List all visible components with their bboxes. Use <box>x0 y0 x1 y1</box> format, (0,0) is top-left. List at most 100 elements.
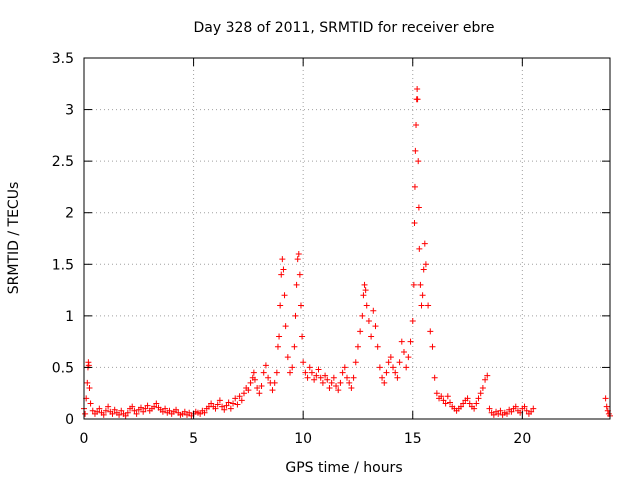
data-point <box>415 204 422 211</box>
data-point <box>460 400 467 407</box>
data-point <box>365 318 372 325</box>
data-point <box>212 405 219 412</box>
data-point <box>258 382 265 389</box>
data-point <box>140 408 147 415</box>
data-point <box>133 410 140 417</box>
data-point <box>444 393 451 400</box>
data-points <box>81 85 613 419</box>
data-point <box>300 359 307 366</box>
data-point <box>124 409 131 416</box>
data-point <box>466 400 473 407</box>
data-point <box>346 379 353 386</box>
data-point <box>271 379 278 386</box>
data-point <box>247 379 254 386</box>
data-point <box>236 393 243 400</box>
data-point <box>482 376 489 383</box>
data-point <box>129 403 136 410</box>
data-point <box>497 407 504 414</box>
data-point <box>383 369 390 376</box>
data-point <box>503 410 510 417</box>
data-point <box>407 338 414 345</box>
data-point <box>238 397 245 404</box>
data-point <box>144 402 151 409</box>
data-point <box>256 390 263 397</box>
y-axis-label: SRMTID / TECUs <box>6 182 22 295</box>
data-point <box>293 281 300 288</box>
data-point <box>370 307 377 314</box>
data-point <box>162 405 169 412</box>
data-point <box>495 410 502 417</box>
data-point <box>411 220 418 227</box>
data-point <box>84 379 91 386</box>
data-point <box>422 261 429 268</box>
data-point <box>197 410 204 417</box>
data-point <box>490 411 497 418</box>
data-point <box>82 410 89 417</box>
axis-ticks: 0 0.5 1 1.5 2 2.5 3 3.5 0 5 10 15 20 <box>52 51 610 447</box>
data-point <box>403 364 410 371</box>
data-point <box>201 409 208 416</box>
data-point <box>416 245 423 252</box>
data-point <box>151 403 158 410</box>
data-point <box>260 369 267 376</box>
data-point <box>159 408 166 415</box>
data-point <box>96 405 103 412</box>
data-point <box>94 408 101 415</box>
data-point <box>277 302 284 309</box>
data-point <box>281 292 288 299</box>
data-point <box>508 408 515 415</box>
data-point <box>477 390 484 397</box>
data-point <box>284 354 291 361</box>
data-point <box>86 385 93 392</box>
data-point <box>381 379 388 386</box>
data-point <box>105 403 112 410</box>
x-tick-label: 15 <box>404 431 422 447</box>
data-point <box>311 376 318 383</box>
data-point <box>221 406 228 413</box>
data-point <box>486 405 493 412</box>
x-axis-label: GPS time / hours <box>285 460 402 476</box>
data-point <box>425 302 432 309</box>
data-point <box>278 271 285 278</box>
data-point <box>227 405 234 412</box>
data-point <box>280 266 287 273</box>
data-point <box>333 382 340 389</box>
data-point <box>354 343 361 350</box>
data-point <box>413 122 420 129</box>
data-point <box>415 158 422 165</box>
x-tick-label: 5 <box>189 431 198 447</box>
data-point <box>410 281 417 288</box>
data-point <box>322 372 329 379</box>
data-point <box>471 405 478 412</box>
data-point <box>304 374 311 381</box>
data-point <box>484 372 491 379</box>
data-point <box>361 281 368 288</box>
data-point <box>337 379 344 386</box>
data-point <box>276 333 283 340</box>
data-point <box>392 369 399 376</box>
data-point <box>352 359 359 366</box>
data-point <box>109 410 116 417</box>
data-point <box>341 364 348 371</box>
data-point <box>214 401 221 408</box>
x-tick-label: 10 <box>294 431 312 447</box>
data-point <box>335 387 342 394</box>
data-point <box>269 387 276 394</box>
data-point <box>440 397 447 404</box>
data-point <box>102 407 109 414</box>
data-point <box>282 323 289 330</box>
x-tick-label: 20 <box>513 431 531 447</box>
data-point <box>328 379 335 386</box>
data-point <box>274 343 281 350</box>
data-point <box>273 369 280 376</box>
data-point <box>299 333 306 340</box>
data-point <box>512 403 519 410</box>
data-point <box>362 287 369 294</box>
data-point <box>225 399 232 406</box>
data-point <box>387 354 394 361</box>
data-point <box>142 405 149 412</box>
data-point <box>359 312 366 319</box>
data-point <box>251 376 258 383</box>
data-point <box>447 399 454 406</box>
data-point <box>291 343 298 350</box>
